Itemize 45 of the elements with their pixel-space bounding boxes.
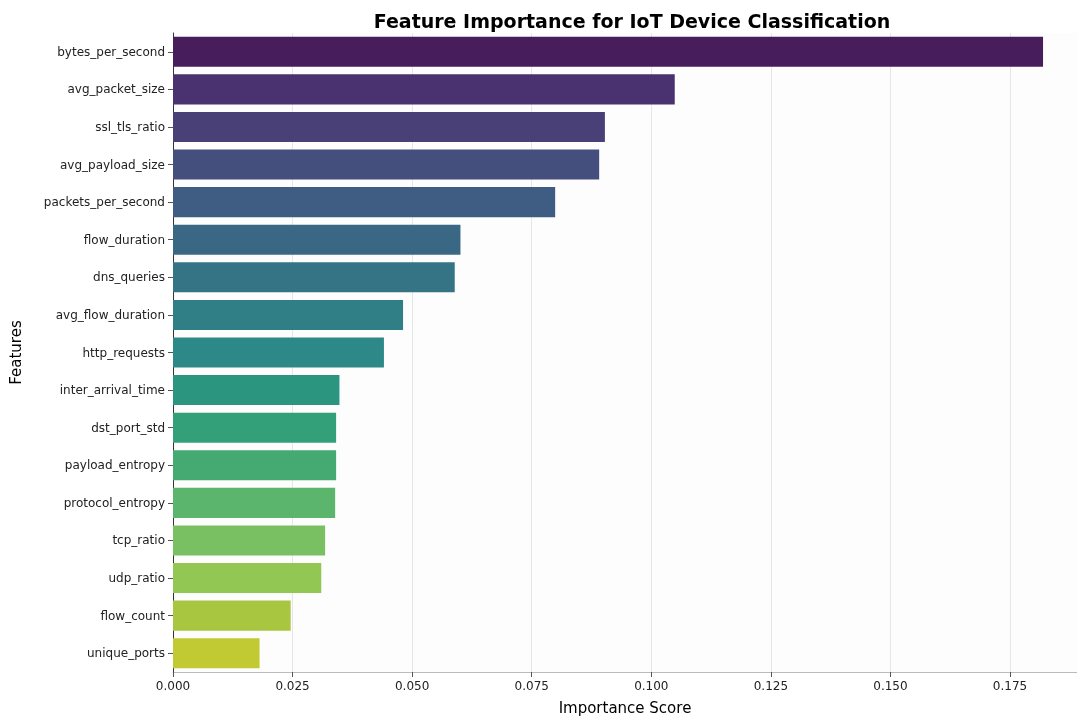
y-axis-title: Features: [6, 320, 25, 385]
y-tick-label: avg_packet_size: [67, 82, 165, 97]
y-tick-label: inter_arrival_time: [59, 383, 165, 398]
bar: [173, 149, 600, 180]
x-tick-label: 0.050: [394, 679, 430, 693]
y-tick-label: avg_payload_size: [59, 157, 165, 172]
y-tick-label: tcp_ratio: [112, 533, 165, 548]
x-tick-label: 0.100: [634, 679, 669, 693]
y-tick-label: dns_queries: [93, 270, 165, 285]
bar: [173, 337, 384, 368]
bar: [173, 262, 455, 293]
y-tick-label: http_requests: [82, 345, 165, 360]
bar: [173, 36, 1044, 67]
y-tick-label: bytes_per_second: [57, 44, 165, 59]
y-tick-label: packets_per_second: [43, 195, 165, 210]
bar: [173, 525, 326, 556]
bar: [173, 600, 291, 631]
bar: [173, 487, 336, 518]
bar: [173, 562, 322, 594]
bar: [173, 638, 260, 669]
y-tick-label: protocol_entropy: [63, 495, 165, 510]
x-tick-label: 0.075: [514, 679, 549, 693]
bar: [173, 375, 340, 406]
bar: [173, 74, 675, 105]
y-tick-label: dst_port_std: [91, 420, 165, 435]
y-tick-label: unique_ports: [87, 646, 165, 661]
y-tick-label: udp_ratio: [108, 571, 165, 586]
bar: [173, 450, 337, 481]
y-tick-label: flow_duration: [83, 232, 165, 247]
x-axis-title: Importance Score: [558, 698, 692, 717]
y-tick-label: flow_count: [100, 608, 166, 623]
y-tick-label: avg_flow_duration: [55, 307, 165, 322]
bar: [173, 111, 605, 143]
x-tick-label: 0.025: [275, 679, 310, 693]
chart-title: Feature Importance for IoT Device Classification: [373, 9, 891, 32]
bar: [173, 412, 337, 443]
x-tick-label: 0.125: [753, 679, 789, 693]
y-tick-label: ssl_tls_ratio: [95, 119, 165, 134]
bar: [173, 299, 404, 330]
y-tick-label: payload_entropy: [64, 458, 165, 473]
bar: [173, 224, 461, 255]
x-tick-label: 0.150: [873, 679, 908, 693]
bar: [173, 187, 556, 218]
x-tick-label: 0.175: [992, 679, 1028, 693]
x-tick-label: 0.000: [155, 679, 191, 693]
